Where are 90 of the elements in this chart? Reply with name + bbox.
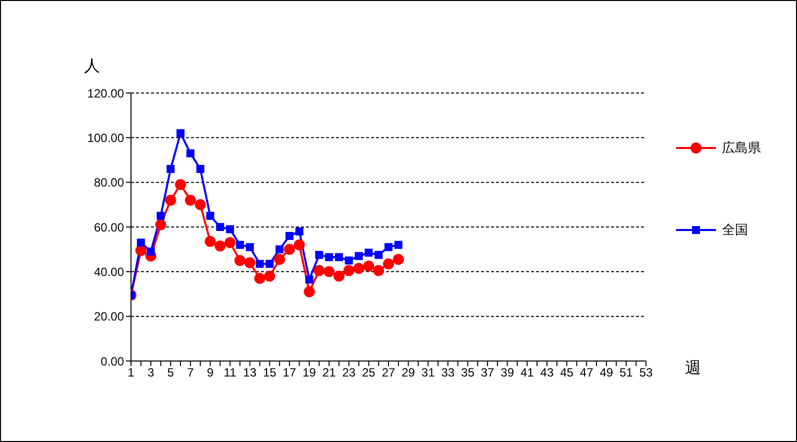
point [166,164,175,173]
point [266,260,274,268]
point [343,265,354,276]
point [333,270,344,282]
point [226,225,234,234]
x-tick-label: 33 [441,366,455,380]
point [364,248,373,257]
point [314,265,325,276]
x-tick-label: 39 [500,366,514,380]
point [384,243,392,252]
point [294,239,305,250]
point [196,164,204,173]
point [234,255,246,266]
point [276,245,284,254]
point [175,179,186,190]
point [194,199,206,210]
y-tick-label: 0.00 [100,354,124,368]
point [383,258,394,270]
point [216,223,224,231]
x-tick-label: 35 [461,366,475,380]
point [136,238,145,247]
point [373,265,384,276]
x-tick-label: 23 [342,366,356,380]
x-tick-label: 53 [639,366,653,380]
x-tick-label: 15 [262,366,277,380]
x-tick-label: 13 [243,366,257,380]
x-tick-label: 7 [187,366,194,380]
legend-label: 広島県 [722,139,761,157]
point [146,248,155,256]
point [155,219,166,230]
x-tick-label: 19 [302,366,316,380]
x-tick-label: 47 [580,366,594,380]
point [214,240,226,252]
x-tick-label: 37 [480,366,495,380]
legend-label: 全国 [722,221,748,239]
point [353,262,364,274]
point [344,256,353,264]
point [254,272,266,284]
point [244,257,256,268]
x-tick-label: 9 [206,366,214,380]
x-axis-title: 週 [685,359,701,379]
point [363,260,374,272]
y-tick-label: 80.00 [94,176,124,190]
point [204,236,216,248]
point [256,260,264,268]
x-tick-label: 17 [282,366,296,380]
x-tick-label: 1 [128,366,135,380]
x-tick-label: 3 [147,366,154,380]
x-tick-label: 51 [620,366,634,380]
point [246,243,254,252]
y-tick-label: 60.00 [94,220,124,234]
point [274,254,286,265]
point [264,270,276,282]
point [305,275,314,284]
point [374,250,383,259]
point [295,227,304,236]
point [176,129,185,138]
point [156,212,165,220]
point [315,250,324,259]
x-tick-label: 5 [167,366,174,380]
point [334,253,343,262]
point [394,240,402,249]
x-tick-label: 21 [322,366,336,380]
point [354,252,363,260]
point [325,253,334,262]
x-tick-label: 41 [520,366,534,380]
x-tick-label: 31 [421,366,436,380]
point [285,232,294,240]
x-tick-label: 45 [560,366,574,380]
x-tick-label: 49 [600,366,614,380]
point [324,266,335,278]
y-tick-label: 100.00 [87,130,124,145]
x-tick-label: 29 [402,366,416,380]
point [236,240,244,249]
x-tick-label: 27 [382,366,396,380]
x-tick-label: 25 [362,366,376,380]
y-tick-label: 40.00 [94,264,124,279]
point [165,194,176,206]
y-tick-label: 120.00 [87,86,124,100]
point [284,244,295,255]
x-tick-label: 11 [224,366,237,380]
point [392,254,404,265]
y-tick-label: 20.00 [94,310,124,324]
point [224,237,236,248]
point [184,194,196,206]
point [206,212,214,220]
point [304,286,315,298]
point [186,149,194,158]
y-axis-title: 人 [84,57,100,77]
x-tick-label: 43 [540,366,554,380]
